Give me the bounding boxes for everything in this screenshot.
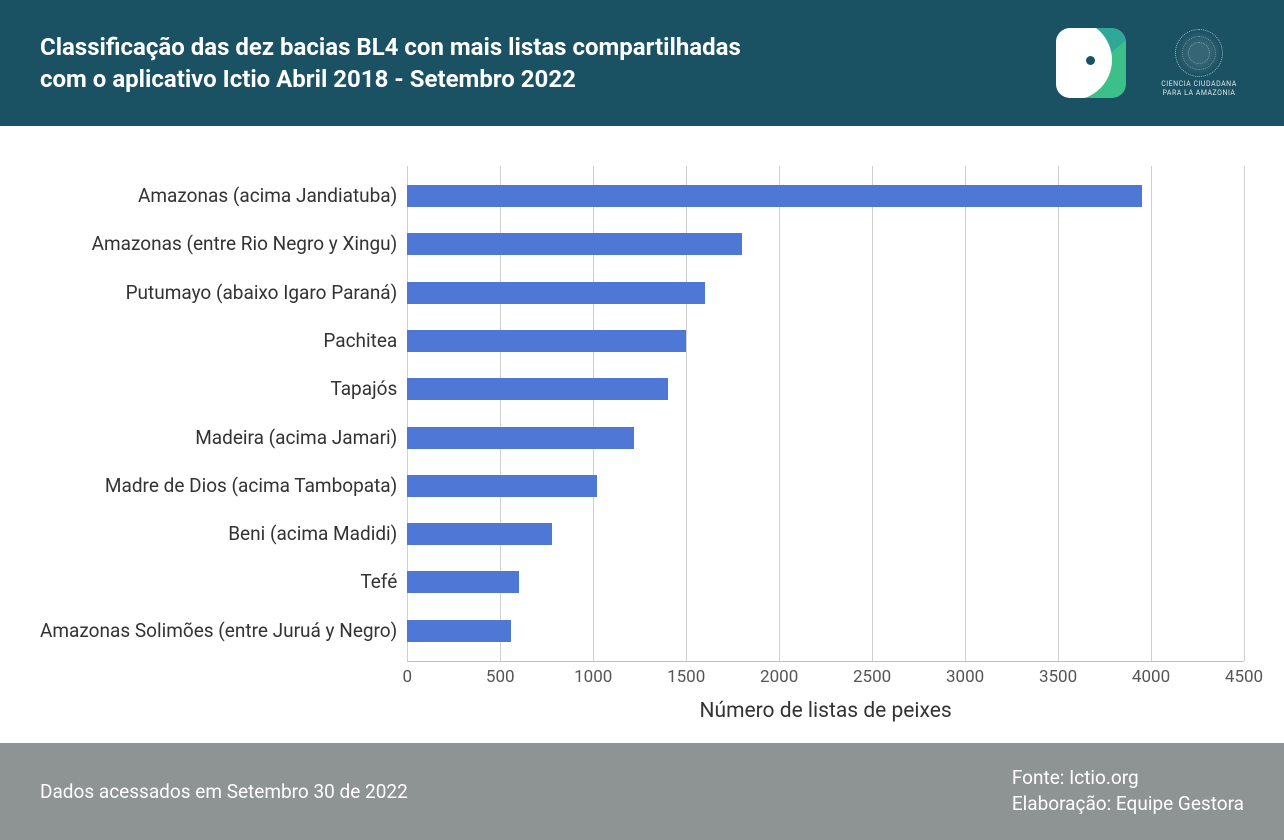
axis-spacer <box>40 661 407 689</box>
page-title: Classificação das dez bacias BL4 con mai… <box>40 31 741 96</box>
bar-row <box>407 417 1244 459</box>
bar-row <box>407 465 1244 507</box>
x-axis-row: 050010001500200025003000350040004500 <box>40 661 1244 689</box>
cc-logo-text: CIENCIA CIUDADANA PARA LA AMAZONIA <box>1161 80 1237 96</box>
x-label-row: Número de listas de peixes <box>40 689 1244 723</box>
bar-row <box>407 561 1244 603</box>
bar <box>407 185 1141 207</box>
x-tick: 2500 <box>853 667 891 687</box>
y-axis-label: Pachitea <box>40 320 397 362</box>
bar <box>407 427 634 449</box>
chart-bars <box>407 166 1244 661</box>
bar-row <box>407 513 1244 555</box>
x-tick: 3000 <box>946 667 984 687</box>
bar-row <box>407 223 1244 265</box>
y-axis-label: Tapajós <box>40 368 397 410</box>
x-tick: 500 <box>486 667 515 687</box>
footer-credit: Elaboração: Equipe Gestora <box>1012 791 1244 818</box>
bar-row <box>407 368 1244 410</box>
bar <box>407 571 519 593</box>
footer-source: Fonte: Ictio.org <box>1012 765 1244 792</box>
x-tick: 2000 <box>760 667 798 687</box>
bar <box>407 523 552 545</box>
y-axis-label: Amazonas (acima Jandiatuba) <box>40 175 397 217</box>
x-tick: 1000 <box>574 667 612 687</box>
bar <box>407 330 686 352</box>
bar <box>407 475 597 497</box>
y-axis-labels: Amazonas (acima Jandiatuba) Amazonas (ent… <box>40 166 407 661</box>
x-tick: 4000 <box>1132 667 1170 687</box>
bar-row <box>407 175 1244 217</box>
bar <box>407 378 667 400</box>
y-axis-label: Madeira (acima Jamari) <box>40 417 397 459</box>
bar-row <box>407 320 1244 362</box>
bar <box>407 620 511 642</box>
bar <box>407 233 742 255</box>
y-axis-label: Amazonas Solimões (entre Juruá y Negro) <box>40 610 397 652</box>
chart-body: Amazonas (acima Jandiatuba) Amazonas (ent… <box>40 166 1244 661</box>
chart-plot <box>407 166 1244 661</box>
title-line-1: Classificação das dez bacias BL4 con mai… <box>40 31 741 63</box>
ciencia-ciudadana-logo: CIENCIA CIUDADANA PARA LA AMAZONIA <box>1154 28 1244 98</box>
x-tick: 3500 <box>1039 667 1077 687</box>
y-axis-label: Putumayo (abaixo Igaro Paraná) <box>40 272 397 314</box>
chart-area: Amazonas (acima Jandiatuba) Amazonas (ent… <box>0 126 1284 743</box>
x-axis-label: Número de listas de peixes <box>407 699 1244 723</box>
y-axis-label: Madre de Dios (acima Tambopata) <box>40 465 397 507</box>
y-axis-label: Beni (acima Madidi) <box>40 513 397 555</box>
bar <box>407 282 705 304</box>
footer-right: Fonte: Ictio.org Elaboração: Equipe Gest… <box>1012 765 1244 818</box>
bar-row <box>407 272 1244 314</box>
footer: Dados acessados em Setembro 30 de 2022 F… <box>0 743 1284 840</box>
grid-line <box>1244 166 1245 661</box>
ictio-app-icon <box>1056 28 1126 98</box>
x-tick: 1500 <box>667 667 705 687</box>
x-axis-ticks: 050010001500200025003000350040004500 <box>407 661 1244 689</box>
y-axis-label: Tefé <box>40 561 397 603</box>
title-line-2: com o aplicativo Ictio Abril 2018 - Sete… <box>40 63 741 95</box>
globe-icon <box>1175 29 1223 77</box>
x-axis: 050010001500200025003000350040004500 <box>407 661 1244 689</box>
axis-spacer <box>40 689 407 723</box>
bar-row <box>407 610 1244 652</box>
footer-left-text: Dados acessados em Setembro 30 de 2022 <box>40 780 408 803</box>
header-logos: CIENCIA CIUDADANA PARA LA AMAZONIA <box>1056 28 1244 98</box>
x-tick: 4500 <box>1225 667 1263 687</box>
x-tick: 0 <box>402 667 412 687</box>
header: Classificação das dez bacias BL4 con mai… <box>0 0 1284 126</box>
y-axis-label: Amazonas (entre Rio Negro y Xingu) <box>40 223 397 265</box>
